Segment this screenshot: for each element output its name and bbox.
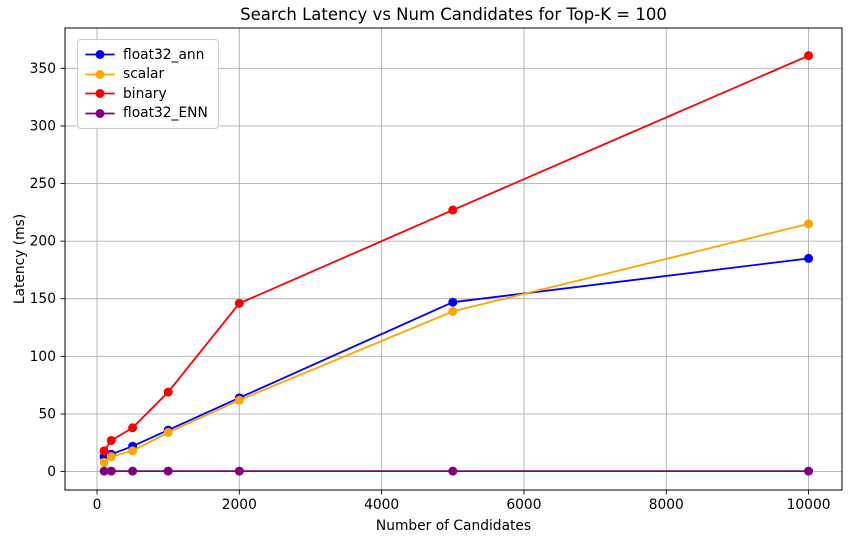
series-marker-binary [99,446,109,456]
axes-border [64,27,843,491]
series-line-scalar [103,222,809,464]
legend-item-float32_ENN: float32_ENN [85,104,208,124]
series-marker-binary [106,435,116,445]
chart-title: Search Latency vs Num Candidates for Top… [240,5,667,24]
series-marker-scalar [448,306,458,316]
legend-label-float32_ann: float32_ann [123,46,205,63]
series-marker-scalar [99,457,109,467]
series-marker-scalar [234,395,244,405]
legend-label-scalar: scalar [123,66,165,83]
series-marker-float32_ENN [448,466,458,476]
series-marker-binary [804,51,814,61]
series-marker-float32_ENN [804,466,814,476]
series-marker-float32_ann [804,253,814,263]
y-tick-label: 150 [30,291,56,307]
series-marker-scalar [163,427,173,437]
series-marker-binary [163,387,173,397]
legend-item-scalar: scalar [85,65,208,85]
legend-line-marker-icon [85,89,115,99]
x-tick-label: 6000 [506,497,541,513]
series-marker-binary [234,298,244,308]
series-marker-float32_ENN [99,466,109,476]
y-axis-label: Latency (ms) [12,213,28,305]
series-marker-float32_ENN [234,466,244,476]
series-marker-binary [448,205,458,215]
legend-item-float32_ann: float32_ann [85,45,208,65]
legend-line-marker-icon [85,108,115,118]
legend-sample-marker-binary [95,89,105,99]
legend-label-float32_ENN: float32_ENN [123,105,208,122]
series-marker-float32_ENN [128,466,138,476]
legend-label-binary: binary [123,85,167,102]
x-tick-label: 0 [93,497,102,513]
y-tick-label: 300 [30,118,56,134]
y-tick-label: 0 [47,464,56,480]
x-tick-label: 2000 [222,497,257,513]
y-tick-label: 200 [30,234,56,250]
x-tick-label: 4000 [364,497,399,513]
x-tick-label: 10000 [787,497,831,513]
y-tick-label: 50 [38,406,56,422]
legend-line-marker-icon [85,50,115,60]
legend-sample-marker-scalar [95,69,105,79]
x-tick-label: 8000 [649,497,684,513]
y-tick-label: 250 [30,176,56,192]
series-marker-float32_ENN [106,466,116,476]
series-marker-float32_ENN [163,466,173,476]
series-marker-binary [128,423,138,433]
series-marker-float32_ann [448,297,458,307]
x-axis-label: Number of Candidates [375,518,532,534]
y-tick-label: 350 [30,61,56,77]
legend-sample-marker-float32_ann [95,50,105,60]
series-marker-scalar [106,452,116,462]
legend-item-binary: binary [85,84,208,104]
legend-sample-marker-float32_ENN [95,108,105,118]
y-tick-label: 100 [30,349,56,365]
legend-line-marker-icon [85,69,115,79]
series-marker-scalar [804,219,814,229]
series-line-float32_ann [103,257,809,458]
series-marker-scalar [128,446,138,456]
